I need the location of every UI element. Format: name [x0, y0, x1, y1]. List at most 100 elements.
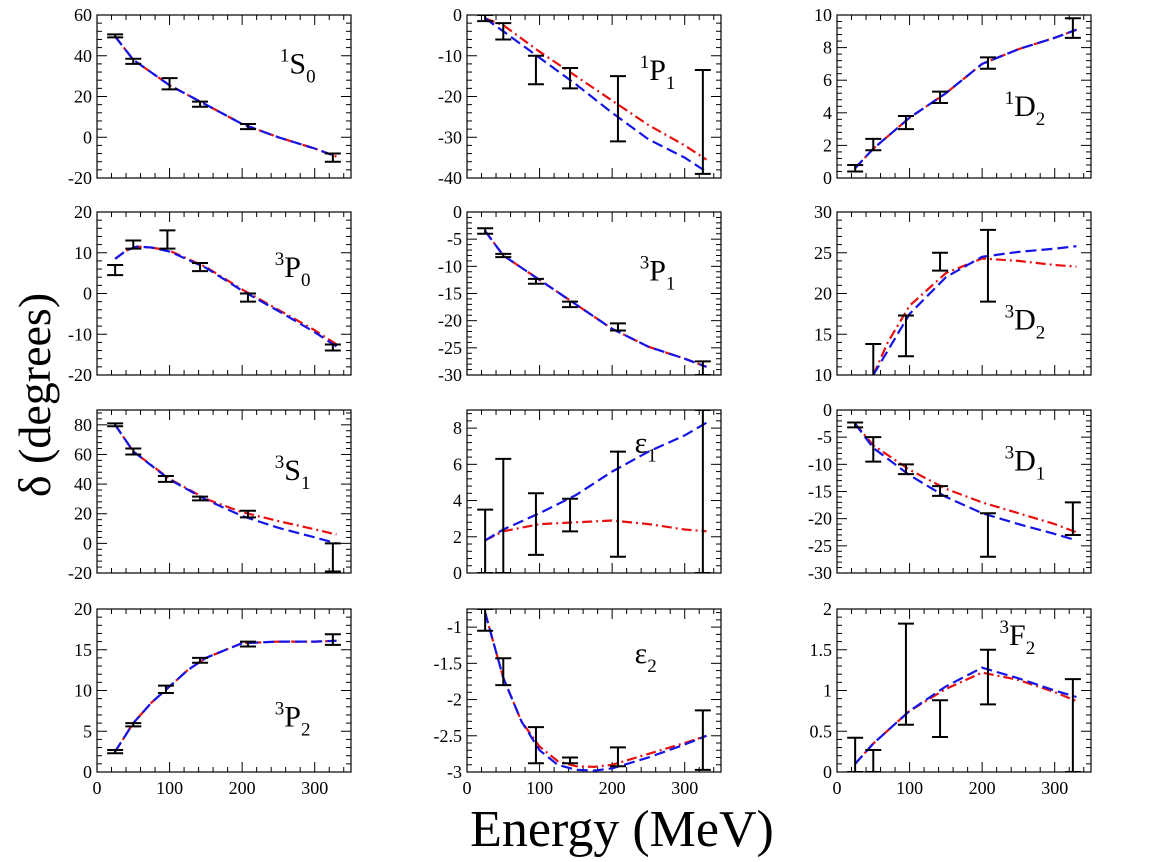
panel-frame [466, 409, 722, 574]
error-bar [865, 343, 882, 375]
y-tick-label: 20 [74, 87, 92, 107]
error-bar [477, 609, 494, 632]
error-bar [847, 163, 864, 173]
panel-label: ε2 [635, 637, 657, 677]
error-bar [979, 512, 996, 558]
y-tick-label: 5 [83, 721, 92, 741]
panel-label: 3S1 [275, 452, 311, 494]
error-bar [157, 684, 174, 694]
panel-7: -20 0 20 40 60 80 3S1 [68, 409, 352, 583]
panel-8: 0 2 4 6 8 ε1 [453, 409, 722, 583]
y-tick-label: 40 [74, 474, 92, 494]
panel-frame [96, 608, 352, 773]
error-bar [609, 746, 626, 768]
series-line-dashdot [484, 612, 707, 769]
error-bar [192, 656, 209, 664]
error-bar [979, 648, 996, 706]
error-bar [192, 261, 209, 273]
error-bar [527, 492, 544, 556]
panel-frame [96, 409, 352, 574]
x-tick-label: 200 [229, 778, 256, 798]
error-bar [694, 69, 711, 175]
error-bar [527, 726, 544, 765]
error-bar [527, 54, 544, 86]
error-bar [897, 115, 914, 131]
y-tick-label: 6 [453, 454, 462, 474]
error-bar [847, 736, 864, 772]
error-bar [897, 314, 914, 358]
error-bar [157, 474, 174, 483]
y-tick-label: 25 [814, 243, 832, 263]
error-bar [897, 463, 914, 476]
error-bar [125, 239, 142, 250]
error-bar [239, 509, 256, 519]
panel-frame [836, 409, 1092, 574]
y-tick-label: 10 [74, 243, 92, 263]
series-line-dashdot [114, 424, 337, 536]
error-bar [609, 450, 626, 558]
error-bar [932, 485, 949, 497]
y-tick-label: -15 [808, 482, 832, 502]
y-tick-label: 8 [823, 38, 832, 58]
error-bar [527, 277, 544, 285]
y-tick-label: 20 [814, 284, 832, 304]
y-tick-label: -20 [438, 311, 462, 331]
series-line-dashdot [484, 519, 707, 542]
y-tick-label: 8 [453, 418, 462, 438]
panel-11: 0 100 200 300 -3 -2.5 -2 -1.5 -1 ε2 [434, 608, 722, 798]
x-tick-label: 0 [93, 778, 102, 798]
series-line-dashed [484, 230, 707, 368]
error-bar [107, 748, 124, 755]
error-bar [847, 421, 864, 429]
panel-frame [836, 211, 1092, 376]
panels-grid: -2002040601S0-40-30-20-1001P102468101D2-… [68, 5, 1092, 798]
error-bar [932, 251, 949, 272]
y-tick-label: -20 [438, 87, 462, 107]
error-bar [159, 229, 176, 250]
panel-4: -20 -10 0 10 20 3P0 [68, 202, 352, 385]
x-tick-label: 300 [1041, 778, 1068, 798]
y-tick-label: 20 [74, 504, 92, 524]
series-line-dashdot [854, 28, 1077, 169]
y-tick-label: 1.5 [810, 640, 833, 660]
error-bar [865, 748, 882, 772]
x-tick-label: 100 [896, 778, 923, 798]
y-tick-label: -30 [808, 563, 832, 583]
error-bar [932, 699, 949, 738]
error-bar [562, 66, 579, 90]
y-tick-label: 0 [453, 202, 462, 222]
y-tick-label: 1 [823, 681, 832, 701]
x-tick-label: 200 [969, 778, 996, 798]
error-bar [324, 152, 341, 163]
panel-frame [836, 608, 1092, 773]
y-tick-label: 0 [823, 762, 832, 782]
error-bar [107, 422, 124, 428]
error-bar [125, 447, 142, 456]
y-tick-label: -30 [438, 365, 462, 385]
error-bar [239, 292, 256, 303]
error-bar [609, 75, 626, 143]
error-bar [609, 322, 626, 332]
x-tick-label: 300 [671, 778, 698, 798]
panel-6: 10 15 20 25 30 3D2 [814, 202, 1092, 385]
error-bar [694, 709, 711, 771]
y-tick-label: -1 [447, 617, 462, 637]
error-bar [1064, 678, 1081, 772]
y-tick-label: 60 [74, 444, 92, 464]
y-tick-label: 10 [814, 365, 832, 385]
y-tick-label: -30 [438, 127, 462, 147]
error-bar [125, 722, 142, 728]
panel-5: -30 -25 -20 -15 -10 -5 0 3P1 [438, 202, 722, 385]
error-bar [865, 137, 882, 152]
error-bar [239, 640, 256, 648]
x-tick-label: 0 [833, 778, 842, 798]
y-tick-label: 0 [823, 168, 832, 188]
y-tick-label: -20 [68, 563, 92, 583]
y-tick-label: -20 [68, 365, 92, 385]
series-line-dashed [114, 639, 337, 753]
y-tick-label: 0 [83, 284, 92, 304]
panel-frame [836, 14, 1092, 179]
y-tick-label: -10 [808, 454, 832, 474]
y-tick-label: 10 [814, 5, 832, 25]
